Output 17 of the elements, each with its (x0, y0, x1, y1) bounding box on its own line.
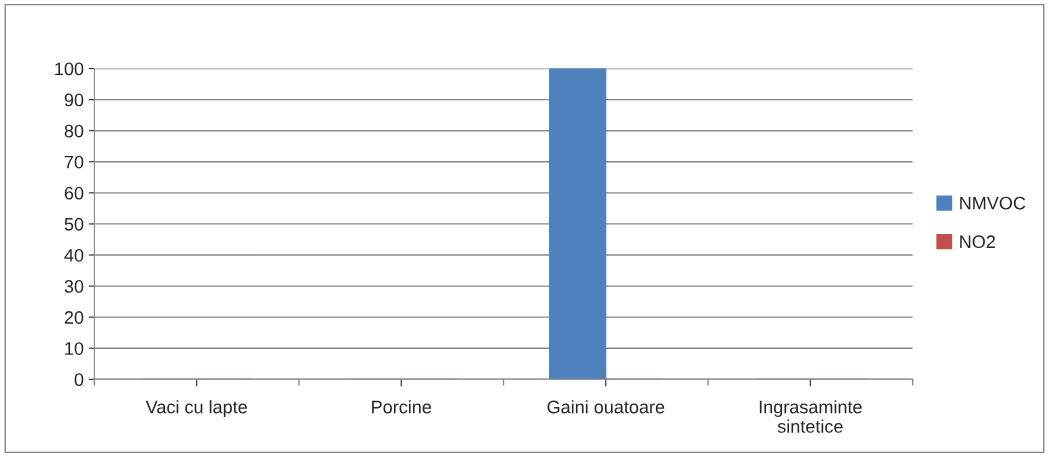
y-tick-label: 50 (64, 217, 84, 231)
x-tick-label: Vaci cu lapte (145, 400, 247, 417)
y-tick-label: 80 (64, 124, 84, 138)
x-tick-label: Ingrasaminte sintetice (759, 400, 862, 433)
y-tick-label: 100 (55, 62, 84, 76)
y-tick-label: 20 (64, 311, 84, 324)
y-tick-label: 60 (64, 186, 84, 200)
legend-label: NMVOC (960, 196, 1026, 210)
y-tick-label: 0 (74, 373, 84, 387)
legend-label: NO2 (960, 235, 995, 249)
y-tick-label: 90 (64, 93, 84, 107)
y-tick-label: 40 (64, 248, 84, 262)
x-tick-label: Gaini ouatoare (547, 400, 665, 414)
y-tick-label: 30 (64, 280, 84, 293)
y-tick-label: 70 (64, 155, 84, 169)
y-tick-label: 10 (65, 342, 84, 355)
x-tick-label: Porcine (372, 400, 432, 414)
